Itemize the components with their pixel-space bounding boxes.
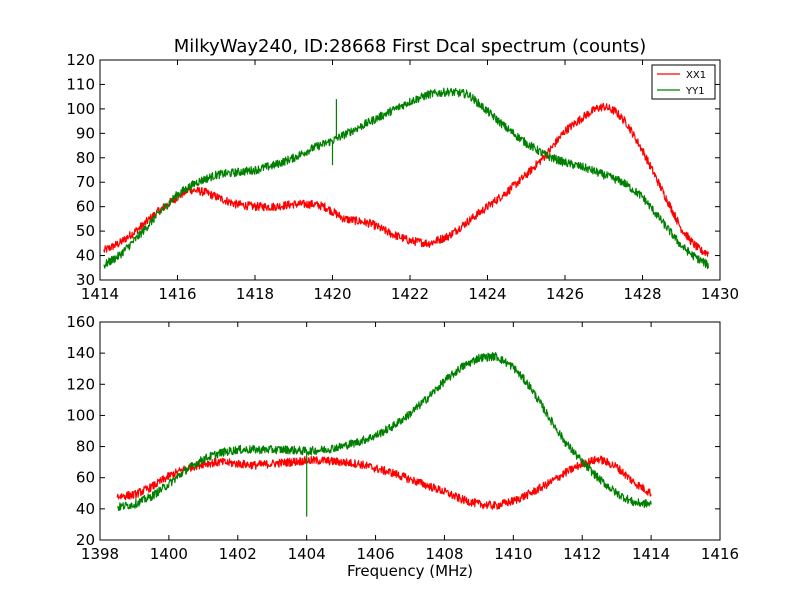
x-tick-label: 1402 xyxy=(219,545,257,563)
x-tick-label: 1428 xyxy=(623,285,661,303)
series-line-xx1 xyxy=(116,455,652,510)
y-tick-label: 80 xyxy=(76,149,95,167)
plot-frame xyxy=(99,321,721,541)
x-tick-label: 1416 xyxy=(701,545,739,563)
x-tick-label: 1404 xyxy=(288,545,326,563)
y-tick-label: 100 xyxy=(66,100,95,118)
y-tick-label: 70 xyxy=(76,173,95,191)
x-tick-label: 1420 xyxy=(313,285,351,303)
series-group xyxy=(103,87,709,270)
y-tick-label: 100 xyxy=(66,406,95,424)
y-tick-label: 140 xyxy=(66,344,95,362)
plot-frame xyxy=(99,59,721,281)
bottom-panel: 1398 1400 1402 1404 1406 1408 1410 1412 1414 1416… xyxy=(66,313,739,580)
series-group xyxy=(116,352,652,517)
x-tick-label: 1422 xyxy=(391,285,429,303)
y-tick-label: 40 xyxy=(76,247,95,265)
chart-title: MilkyWay240, ID:28668 First Dcal spectru… xyxy=(174,36,647,57)
y-tick-label: 40 xyxy=(76,500,95,518)
series-line-xx1 xyxy=(103,102,709,257)
y-tick-label: 110 xyxy=(66,75,95,93)
y-tick-label: 120 xyxy=(66,51,95,69)
y-tick-label: 60 xyxy=(76,469,95,487)
y-tick-label: 60 xyxy=(76,198,95,216)
x-tick-label: 1410 xyxy=(494,545,532,563)
x-tick-label: 1424 xyxy=(468,285,506,303)
series-line-yy1 xyxy=(116,352,652,517)
x-tick-label: 1412 xyxy=(563,545,601,563)
x-axis-label: Frequency (MHz) xyxy=(347,562,473,580)
x-tick-label: 1414 xyxy=(81,285,119,303)
y-tick-label: 80 xyxy=(76,438,95,456)
y-tick-label: 160 xyxy=(66,313,95,331)
legend-box xyxy=(651,64,716,100)
legend-label-xx1: XX1 xyxy=(686,70,706,81)
y-tick-label: 20 xyxy=(76,531,95,549)
x-tick-label: 1400 xyxy=(150,545,188,563)
x-tick-label: 1406 xyxy=(356,545,394,563)
x-tick-label: 1414 xyxy=(632,545,670,563)
y-tick-label: 30 xyxy=(76,271,95,289)
series-line-yy1 xyxy=(103,87,709,270)
legend-label-yy1: YY1 xyxy=(685,86,705,97)
x-tick-label: 1430 xyxy=(701,285,739,303)
y-tick-label: 120 xyxy=(66,375,95,393)
x-tick-label: 1416 xyxy=(158,285,196,303)
x-tick-label: 1398 xyxy=(81,545,119,563)
top-panel: 1414 1416 1418 1420 1422 1424 1426 1428 1430 30 40… xyxy=(66,51,739,303)
x-tick-label: 1408 xyxy=(425,545,463,563)
x-tick-label: 1426 xyxy=(546,285,584,303)
y-tick-label: 50 xyxy=(76,222,95,240)
x-tick-label: 1418 xyxy=(236,285,274,303)
y-tick-label: 90 xyxy=(76,124,95,142)
